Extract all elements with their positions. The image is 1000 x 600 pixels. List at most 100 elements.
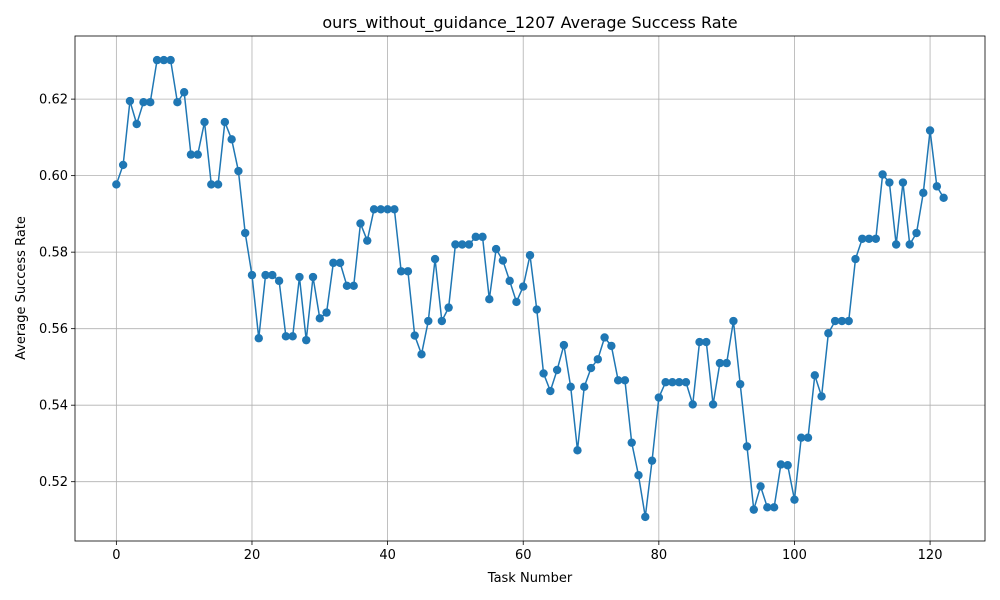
data-point [342,281,352,291]
data-point [498,256,508,265]
data-point [776,460,786,469]
data-point [634,471,643,480]
data-point [193,150,202,159]
data-point [220,117,230,127]
data-point [593,355,603,364]
data-point [668,378,677,387]
data-point [471,232,480,242]
data-point [403,267,413,276]
data-point [742,442,752,451]
chart-title: ours_without_guidance_1207 Average Succe… [322,13,737,33]
data-point [722,358,731,368]
data-point [756,482,765,491]
data-point [573,446,582,455]
data-point [491,244,501,254]
data-point [546,386,555,396]
y-tick-label: 0.60 [39,169,68,184]
data-point [790,495,799,504]
data-point [227,135,236,144]
data-point [247,270,257,280]
data-point [261,270,270,280]
y-axis-label: Average Success Rate [14,216,29,360]
data-point [566,382,575,392]
data-point [274,276,284,286]
data-point [824,329,833,338]
data-point [268,270,277,280]
data-point [396,267,406,276]
data-point [939,193,948,203]
data-point [539,369,548,378]
data-point [376,205,386,214]
x-axis-label: Task Number [487,571,573,586]
data-point [919,188,928,198]
data-point [213,180,223,189]
data-point [803,433,813,442]
data-point [607,341,616,351]
data-point [817,392,826,401]
data-point [620,376,630,385]
data-point [688,400,697,409]
data-point [708,400,718,409]
data-point [729,316,738,326]
data-point [451,240,460,249]
x-tick-label: 60 [515,548,532,563]
data-point [315,314,324,323]
data-point [410,331,419,340]
data-point [288,332,297,341]
x-tick-label: 20 [244,548,261,563]
data-point [532,305,541,314]
data-point [613,376,623,385]
data-point [329,258,338,268]
data-point [234,166,243,176]
x-tick-label: 0 [112,548,120,563]
data-point [118,160,128,170]
data-point [681,378,691,387]
data-point [912,228,921,238]
data-point [254,334,263,343]
data-point [112,180,121,189]
data-point [736,379,745,389]
data-point [844,316,853,326]
data-point [661,378,670,387]
data-point [241,228,250,238]
data-point [674,378,684,387]
data-point [898,178,908,187]
data-point [830,316,840,326]
data-point [837,316,847,326]
data-point [179,88,189,97]
data-point [885,178,894,187]
data-point [159,55,169,65]
data-point [641,512,650,522]
points-layer [112,55,948,522]
data-point [308,272,318,282]
data-point [783,461,792,470]
data-point [437,316,447,326]
data-point [580,382,589,392]
data-point [878,170,887,179]
data-point [512,297,521,307]
ticks-layer: 0 20 40 60 80 100 120 0.52 0.54 0.56 0.58 0.60 0.62 [39,93,942,563]
data-point [295,272,304,282]
data-point [207,180,216,189]
data-point [457,240,467,249]
data-point [525,251,535,260]
data-point [559,340,569,350]
data-point [647,456,657,465]
data-point [749,505,758,514]
plot-frame [74,35,986,542]
data-point [627,438,636,447]
data-point [363,236,372,245]
data-point [335,258,345,268]
data-point [858,234,867,243]
data-point [763,503,772,512]
data-point [281,332,291,341]
data-point [417,350,426,359]
data-point [302,335,311,345]
grid-layer [75,36,985,541]
x-tick-label: 40 [379,548,396,563]
data-point [871,234,881,243]
data-point [139,97,148,107]
y-tick-label: 0.58 [39,246,68,261]
data-point [152,55,162,65]
data-point [132,119,141,129]
